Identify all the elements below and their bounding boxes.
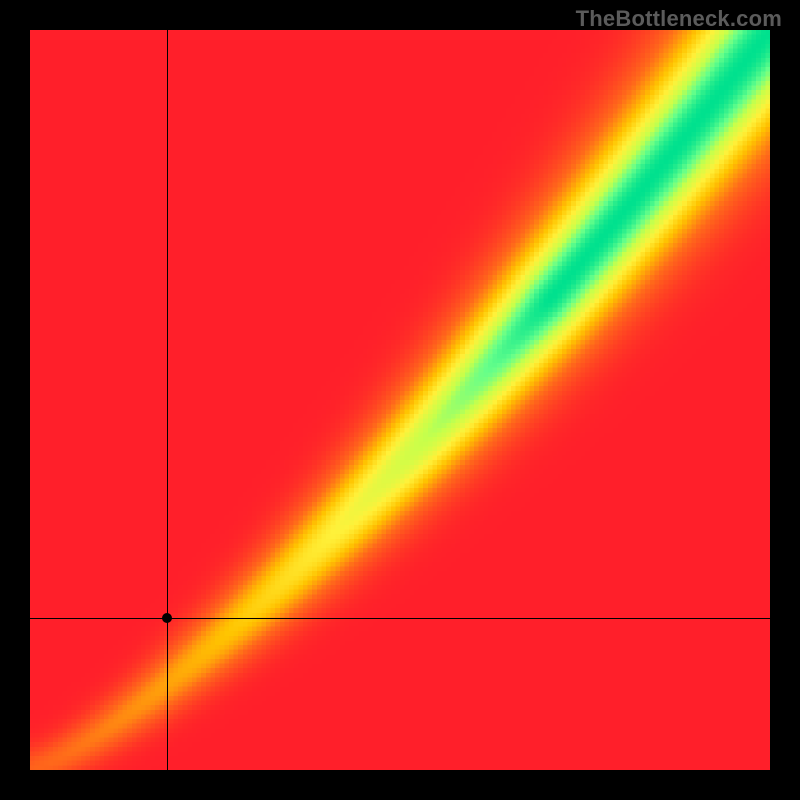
watermark: TheBottleneck.com [576, 6, 782, 32]
bottleneck-heatmap [30, 30, 770, 770]
chart-frame: { "watermark": { "text": "TheBottleneck.… [0, 0, 800, 800]
